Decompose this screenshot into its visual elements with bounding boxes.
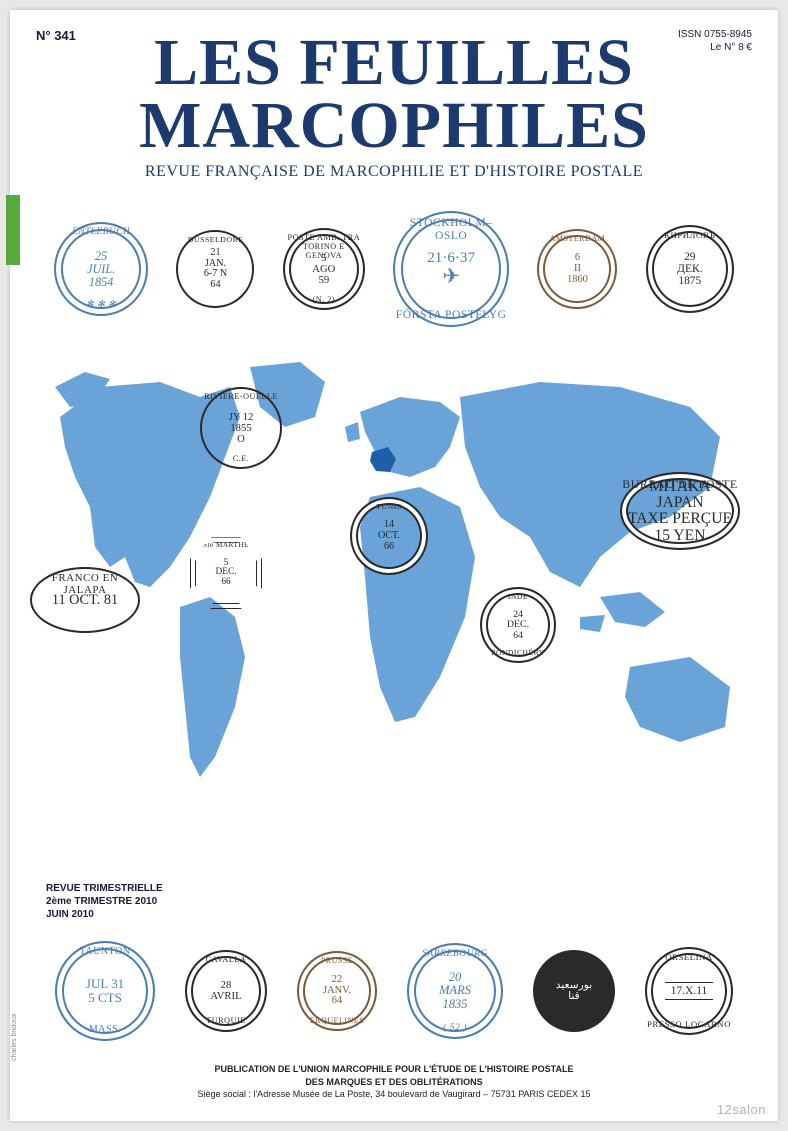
postmark-top-text: INDE [482,593,554,601]
postmark: POSTE AMB. TRA TORINO E GENOVA5 AGO 59(N… [283,228,365,310]
postmark-bottom-text: PRESSO LOCARNO [647,1020,731,1029]
postmark: AMSTERDAM 6 II 1860 [537,229,617,309]
footer-l1: PUBLICATION DE L'UNION MARCOPHILE POUR L… [10,1063,778,1076]
postmark-bottom-text: FÖRSTA POSTFLYG [395,309,507,321]
postmark-center-text: 29 ДЕК. 1875 [677,251,702,287]
postmark-top-text: TUNIS [352,503,426,511]
postmark-bottom-text: ERQUELINES [299,1017,375,1025]
postmark-bottom-text: ( 52 ) [409,1023,501,1033]
postmark-row-bottom: TAUNTON JUL 31 5 CTS MASS. CAVALLA 28 AVRIL T… [10,941,778,1041]
postmark: TUNIS 14 OCT. 66 [350,497,428,575]
postmark: بورسعيد قنا [533,950,615,1032]
postmark: INDE 24 DEC. 64 PONDICHÉRY [480,587,556,663]
issue-info-l2: 2ème TRIMESTRE 2010 [46,895,163,908]
postmark-center-text: 6 II 1860 [567,253,588,286]
postmark-bottom-text: C.E. [202,455,280,464]
postmark: STOCKHOLM–OSLO21·6·37✈FÖRSTA POSTFLYG [393,211,509,327]
price: Le N° 8 € [678,41,752,54]
postmark-center-text: 25 JUIL. 1854 [87,250,115,288]
postmark-bottom-text: MASS. [57,1025,153,1036]
postmark-center-text: 17.X.11 [665,982,713,1000]
footer: PUBLICATION DE L'UNION MARCOPHILE POUR L… [10,1063,778,1101]
postmark-top-text: DÜSSELDORF [178,236,252,244]
postmark-center-text: 14 OCT. 66 [378,520,400,552]
issue-number: N° 341 [36,28,76,43]
postmark-row-top: ENTLEBUCH 25 JUIL. 1854 ✻ ✻ ✻ DÜSSELDORF 21 … [10,211,778,327]
postmark-center-text: 20 MARS 1835 [439,971,471,1010]
postmark-top-text: FRANCO EN JALAPA [32,573,138,596]
footer-l3: Siège social : l'Adresse Musée de La Pos… [10,1088,778,1101]
issue-info-l3: JUIN 2010 [46,908,163,921]
postmark-top-text: POSTE AMB. TRA TORINO E GENOVA [285,234,363,260]
postmark: КИРИЛОВЪ 29 ДЕК. 1875 [646,225,734,313]
postmark-top-text: STOCKHOLM–OSLO [395,217,507,241]
title-line-2: MARCOPHILES [10,95,778,158]
postmark: PRUSSE 22 JANV. 64 ERQUELINES [297,951,377,1031]
postmark-top-text: CAVALLA [187,956,265,965]
postmark: BUREAU DE POSTEMITAKA JAPAN TAXE PERÇUE … [620,472,740,550]
postmark: RIVIERE-OUELLE JY 12 1855 O C.E. [200,387,282,469]
magazine-cover: N° 341 ISSN 0755-8945 Le N° 8 € LES FEUI… [10,10,778,1121]
edge-tab [6,195,20,265]
postmark-top-text: SARREBOURG [409,949,501,959]
postmark: FRANCO EN JALAPA11 OCT. 81 [30,567,140,633]
postmark: SARREBOURG 20 MARS 1835 ( 52 ) [407,943,503,1039]
masthead: LES FEUILLES MARCOPHILES REVUE FRANÇAISE… [10,10,778,181]
postmark: ENTLEBUCH 25 JUIL. 1854 ✻ ✻ ✻ [54,222,148,316]
postmark-bottom-text: TURQUIE [187,1017,265,1026]
subtitle: REVUE FRANÇAISE DE MARCOPHILIE ET D'HIST… [10,163,778,181]
postmark-top-text: ORSELINA [647,953,731,962]
plane-icon: ✈ [442,266,460,288]
postmark-top-text: КИРИЛОВЪ [648,231,732,240]
issn-price: ISSN 0755-8945 Le N° 8 € [678,28,752,54]
world-map-area: RIVIERE-OUELLEJY 12 1855 OC.E.FRANCO EN … [40,357,748,787]
spine-credit: charles bridoux [11,1014,18,1061]
postmark-top-text: RIVIERE-OUELLE [202,393,280,402]
postmark-center-text: 21 JAN. 6-7 N 64 [204,248,227,291]
watermark: 12salon [717,1102,766,1117]
postmark: CAVALLA 28 AVRIL TURQUIE [185,950,267,1032]
postmark-center-text: JUL 31 5 CTS [86,977,124,1004]
postmark-top-text: PRUSSE [299,957,375,965]
postmark: TAUNTON JUL 31 5 CTS MASS. [55,941,155,1041]
title-line-1: LES FEUILLES [10,32,778,95]
issue-info-l1: REVUE TRIMESTRIELLE [46,882,163,895]
postmark: DÜSSELDORF 21 JAN. 6-7 N 64 [176,230,254,308]
postmark-top-text: ENTLEBUCH [56,228,146,238]
issn: ISSN 0755-8945 [678,28,752,41]
postmark-center-text: 24 DEC. 64 [507,610,529,641]
postmark-center-text: 28 AVRIL [210,980,241,1002]
postmark-bottom-text: PONDICHÉRY [482,649,554,657]
footer-l2: DES MARQUES ET DES OBLITÉRATIONS [10,1076,778,1089]
issue-info: REVUE TRIMESTRIELLE 2ème TRIMESTRE 2010 … [46,882,163,921]
postmark-top-text: AMSTERDAM [539,235,615,243]
postmark: ORSELINA 17.X.11 PRESSO LOCARNO [645,947,733,1035]
postmark-bottom-text: (N. 2) [285,296,363,305]
postmark-bottom-text: ✻ ✻ ✻ [56,301,146,311]
postmark-center-text: JY 12 1855 O [229,412,254,446]
postmark-top-text: BUREAU DE POSTE [622,478,738,491]
postmark-center-text: 22 JANV. 64 [323,975,351,1008]
postmark-top-text: TAUNTON [57,947,153,958]
postmark-center-text: بورسعيد قنا [556,980,593,1002]
